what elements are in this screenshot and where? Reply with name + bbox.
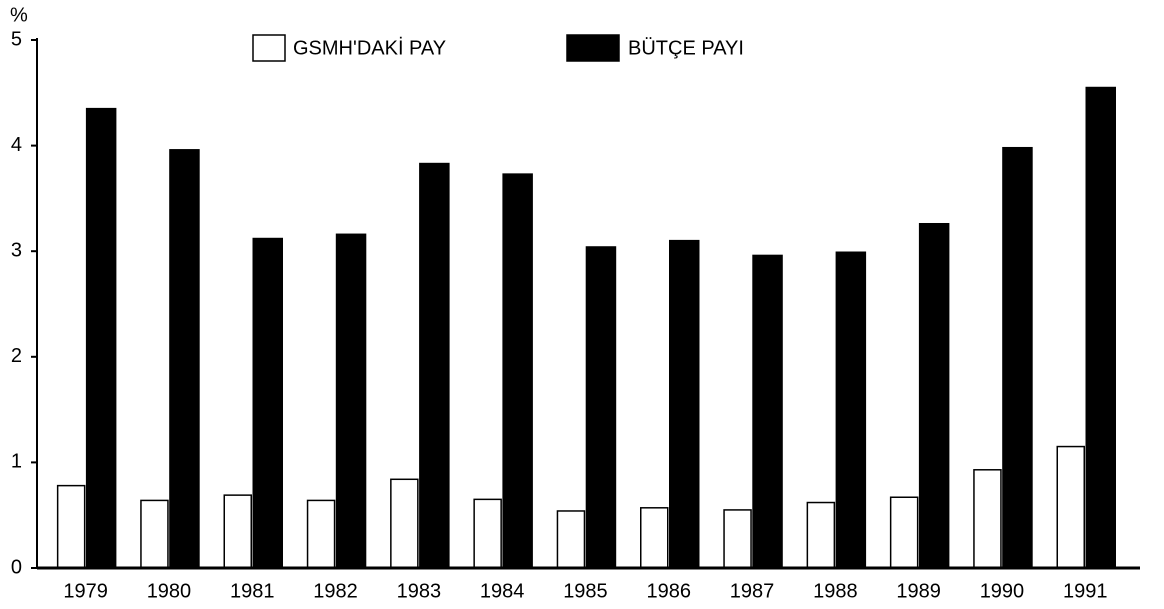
bar: [502, 173, 533, 569]
y-axis-label: %: [10, 4, 28, 26]
bar: [473, 498, 502, 569]
x-tick-label: 1991: [1063, 580, 1108, 602]
x-tick-label: 1986: [647, 580, 692, 602]
y-tick-label: 2: [11, 345, 22, 367]
legend-label: BÜTÇE PAYI: [628, 37, 744, 59]
bar: [806, 501, 836, 569]
bar: [585, 246, 617, 569]
bar: [1085, 86, 1116, 569]
bar: [169, 149, 200, 569]
bar: [752, 254, 783, 569]
legend-swatch: [252, 34, 286, 62]
bar: [419, 162, 450, 569]
x-tick-label: 1980: [147, 580, 192, 602]
x-tick-label: 1979: [63, 580, 108, 602]
x-tick-label: 1983: [397, 580, 442, 602]
x-tick-label: 1988: [813, 580, 858, 602]
bar: [1002, 146, 1033, 569]
y-tick-label: 3: [11, 239, 22, 261]
bar: [85, 107, 117, 569]
bar: [556, 510, 586, 569]
bar: [252, 237, 283, 569]
bar: [669, 239, 700, 569]
bar: [835, 251, 867, 569]
bar: [1056, 445, 1085, 569]
legend-label: GSMH'DAKİ PAY: [293, 36, 446, 59]
bar: [390, 478, 419, 569]
bar: [640, 507, 669, 569]
y-tick-label: 1: [11, 451, 22, 473]
x-tick-label: 1984: [480, 580, 525, 602]
bar: [306, 499, 336, 569]
bar: [335, 233, 367, 569]
bar: [918, 222, 950, 569]
bar: [56, 484, 86, 569]
y-tick-label: 5: [11, 28, 22, 50]
x-tick-label: 1987: [730, 580, 775, 602]
bar: [223, 494, 252, 569]
bar: [723, 509, 752, 569]
x-tick-label: 1989: [896, 580, 941, 602]
x-tick-label: 1990: [980, 580, 1025, 602]
x-tick-label: 1982: [313, 580, 358, 602]
bar: [889, 496, 919, 569]
bar: [140, 499, 169, 569]
x-tick-label: 1981: [230, 580, 275, 602]
y-tick-label: 0: [11, 556, 22, 578]
legend-swatch: [566, 34, 620, 62]
x-tick-label: 1985: [563, 580, 608, 602]
bar: [973, 469, 1002, 569]
y-tick-label: 4: [11, 134, 22, 156]
